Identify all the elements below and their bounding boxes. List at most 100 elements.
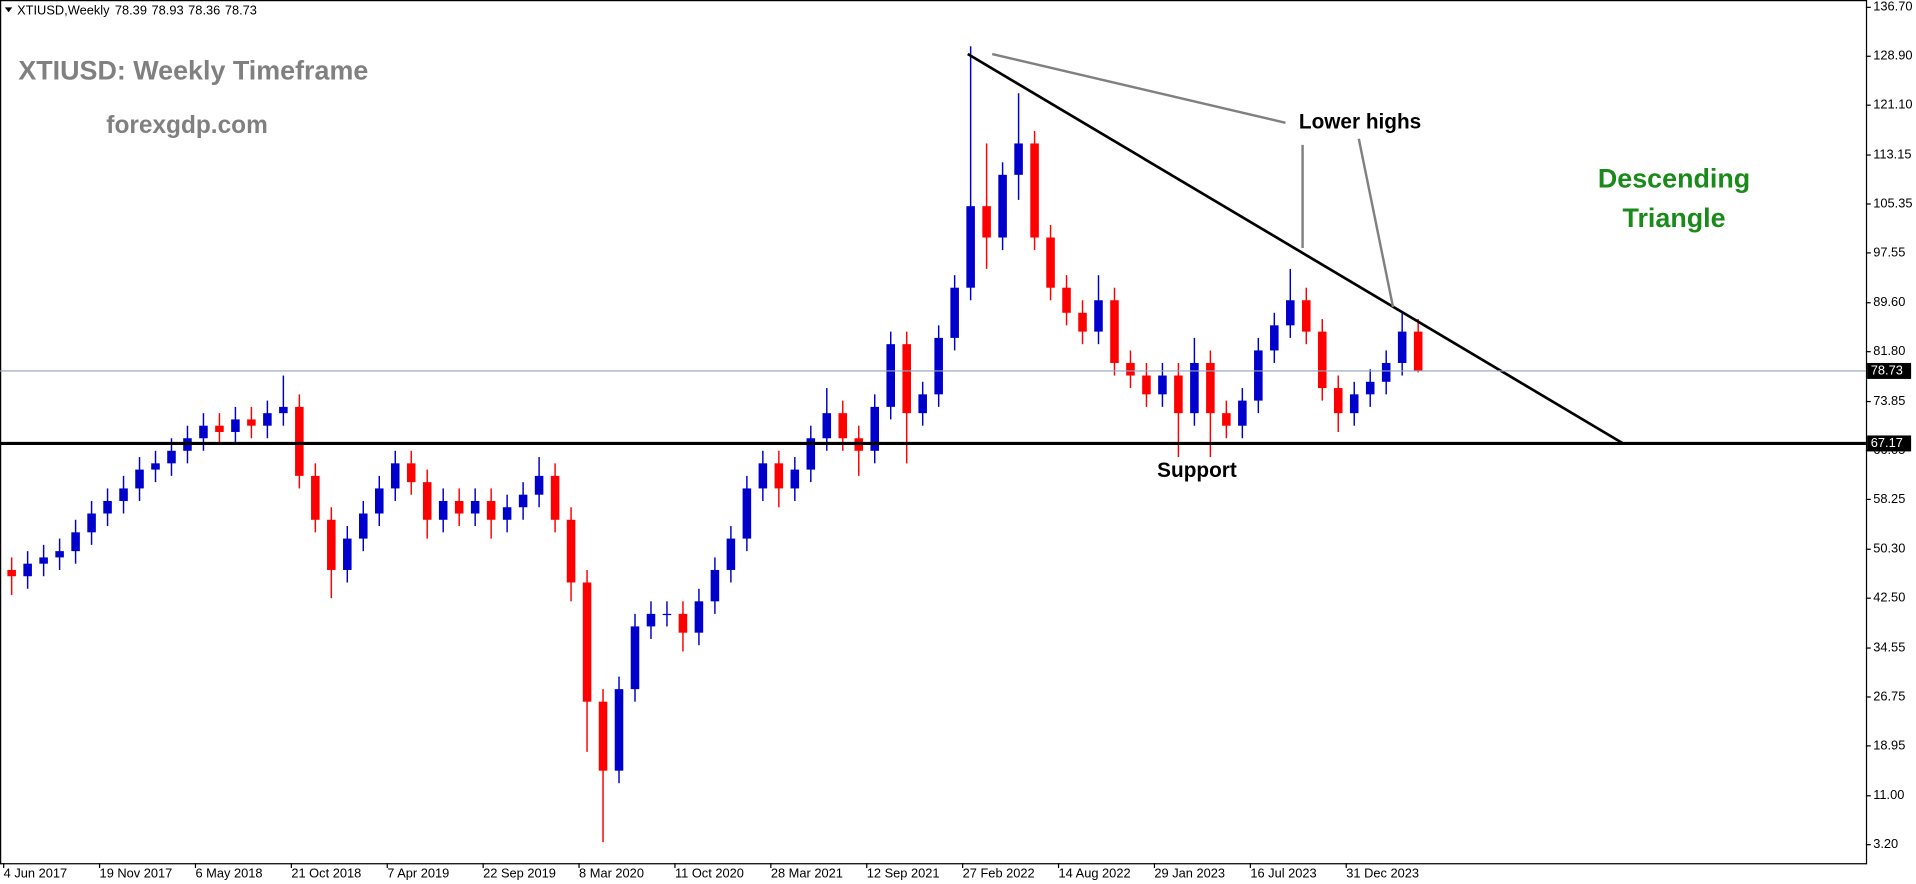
candle-body — [630, 626, 640, 690]
candle-body — [1317, 331, 1327, 389]
price-tag — [1867, 435, 1912, 452]
candle-body — [406, 463, 416, 483]
candles — [7, 46, 1423, 843]
candle-body — [486, 500, 496, 520]
candle-body — [694, 601, 704, 633]
candle-body — [582, 582, 592, 702]
price-tag-label: 78.73 — [1871, 362, 1903, 377]
x-tick-label: 29 Jan 2023 — [1154, 866, 1225, 881]
candle-body — [438, 500, 448, 520]
candle-body — [1158, 375, 1167, 395]
candle-body — [774, 463, 784, 489]
candle-body — [359, 513, 368, 539]
x-tick-label: 4 Jun 2017 — [4, 866, 67, 881]
candle-body — [135, 469, 144, 489]
y-tick-label: 3.20 — [1873, 836, 1898, 851]
candle-body — [279, 406, 288, 414]
pointer-line — [1357, 138, 1395, 308]
candle-body — [934, 337, 943, 395]
candle-body — [950, 287, 959, 338]
candle-body — [662, 613, 672, 616]
x-tick-label: 16 Jul 2023 — [1250, 866, 1316, 881]
y-tick-label: 136.70 — [1873, 0, 1912, 14]
header-close: 78.73 — [225, 2, 257, 17]
candle-body — [838, 413, 848, 439]
y-tick-label: 50.30 — [1873, 541, 1905, 556]
candle-body — [199, 425, 208, 439]
x-tick-label: 21 Oct 2018 — [291, 866, 361, 881]
x-tick-label: 6 May 2018 — [195, 866, 262, 881]
candle-body — [1206, 362, 1215, 414]
y-tick-label: 11.00 — [1873, 787, 1904, 802]
candle-body — [678, 613, 688, 633]
candle-body — [550, 475, 560, 520]
candle-body — [1078, 312, 1087, 332]
y-tick-label: 113.15 — [1873, 146, 1911, 161]
header-open: 78.39 — [115, 2, 147, 17]
pointer-line — [991, 52, 1286, 124]
candle-body — [374, 488, 384, 514]
candle-body — [886, 344, 895, 407]
candle-body — [71, 532, 80, 552]
annotation: Descending — [1598, 164, 1750, 194]
annotation: Support — [1157, 459, 1237, 482]
candle-body — [1126, 362, 1135, 376]
x-tick-label: 31 Dec 2023 — [1346, 866, 1419, 881]
candle-body — [1222, 413, 1231, 426]
annotation: Lower highs — [1299, 110, 1421, 133]
candle-body — [1062, 287, 1071, 313]
candle-body — [167, 450, 176, 464]
candle-body — [247, 419, 256, 426]
y-tick-label: 26.75 — [1873, 688, 1905, 703]
candle-body — [311, 475, 320, 520]
candle-body — [390, 463, 400, 489]
candle-body — [7, 569, 16, 577]
header-high: 78.93 — [152, 2, 184, 17]
candle-body — [119, 488, 128, 501]
candle-body — [1413, 331, 1423, 371]
candle-body — [1030, 143, 1039, 238]
candle-body — [758, 463, 768, 489]
candle-body — [327, 519, 336, 570]
plot-frame — [0, 0, 1868, 865]
price-tag-label: 67.17 — [1871, 435, 1903, 450]
y-tick-label: 18.95 — [1873, 737, 1905, 752]
candle-body — [598, 701, 608, 771]
candle-body — [710, 569, 720, 602]
axis-layer: 136.70 128.90 121.10 113.15 105.35 97.55 89.60… — [3, 0, 1912, 881]
x-tick-label: 11 Oct 2020 — [675, 866, 744, 881]
candle-body — [1286, 300, 1295, 326]
candle-body — [23, 563, 32, 577]
candle-body — [742, 488, 752, 539]
candle-body — [39, 557, 48, 564]
x-tick-label: 28 Mar 2021 — [771, 866, 843, 881]
candle-body — [422, 482, 432, 520]
candle-body — [1397, 331, 1407, 363]
candle-body — [566, 519, 576, 583]
y-tick-label: 105.35 — [1873, 195, 1912, 210]
candle-body — [966, 206, 975, 288]
candle-body — [1349, 394, 1359, 414]
y-tick-label: 97.55 — [1873, 244, 1905, 259]
candle-body — [806, 438, 816, 470]
candle-body — [870, 406, 880, 451]
candle-body — [1270, 325, 1279, 351]
candle-body — [1110, 300, 1119, 363]
candle-body — [151, 463, 160, 470]
candle-body — [726, 538, 736, 570]
x-tick-label: 12 Sep 2021 — [867, 866, 940, 881]
candle-body — [534, 475, 544, 495]
levels: 78.73 67.17 — [0, 362, 1912, 452]
header-low: 78.36 — [188, 2, 220, 17]
price-tag — [1867, 362, 1912, 379]
chart-title: XTIUSD: Weekly Timeframe — [18, 56, 368, 86]
candle-body — [295, 406, 304, 476]
candle-body — [470, 500, 480, 514]
candle-body — [55, 551, 64, 558]
x-tick-label: 27 Feb 2022 — [963, 866, 1035, 881]
candle-body — [982, 206, 991, 238]
y-tick-label: 34.55 — [1873, 639, 1905, 654]
y-tick-label: 121.10 — [1873, 97, 1912, 112]
